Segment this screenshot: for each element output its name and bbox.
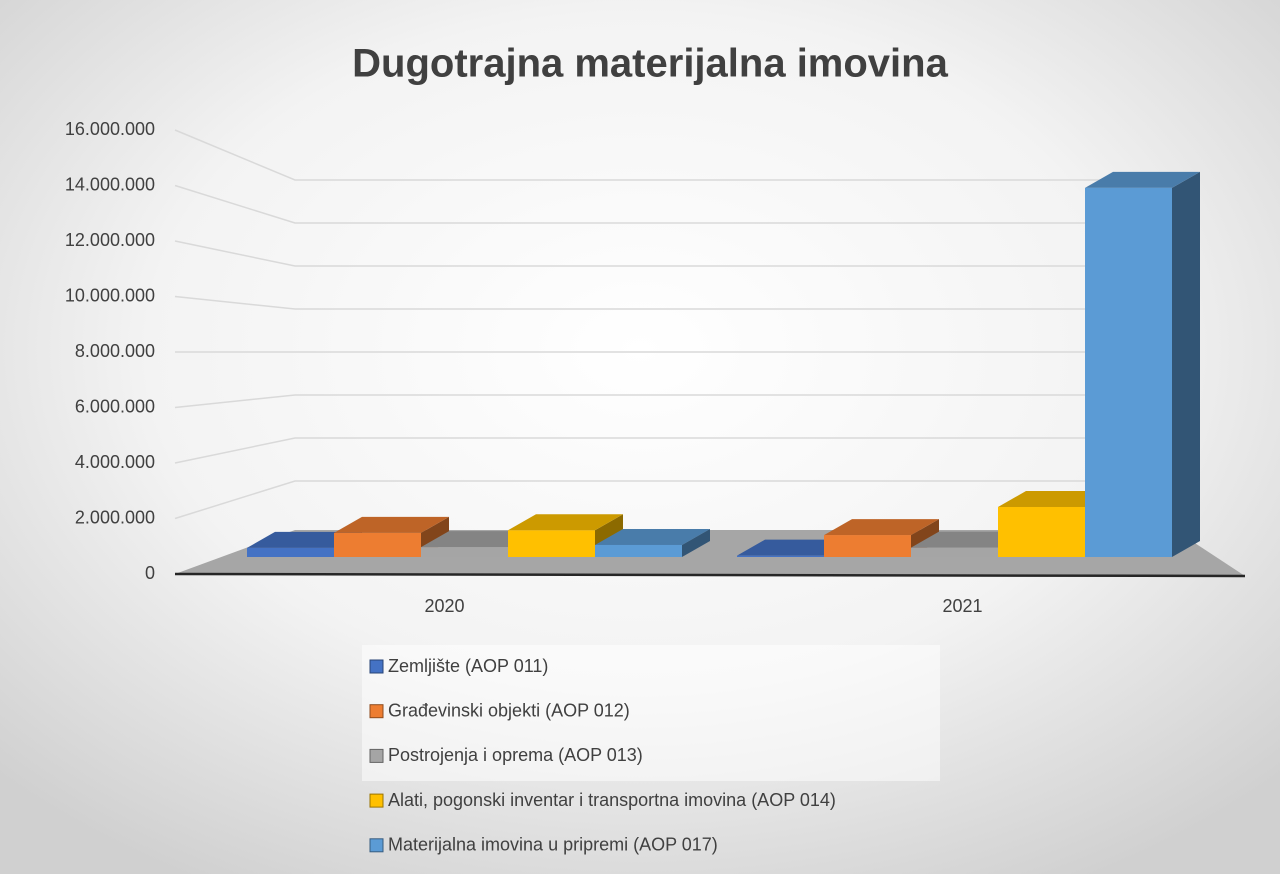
y-tick-label: 2.000.000	[75, 507, 155, 527]
y-tick-label: 10.000.000	[65, 285, 155, 305]
bar-front	[1085, 187, 1172, 557]
legend-swatch	[369, 659, 384, 674]
grid-line	[174, 295, 1125, 310]
bar	[1085, 171, 1200, 557]
bar-top	[247, 531, 362, 548]
legend-swatch	[369, 838, 384, 853]
bar-front	[737, 555, 824, 557]
bar	[508, 514, 623, 557]
bar-top	[998, 490, 1113, 507]
grid-line	[174, 394, 1125, 409]
bar	[595, 528, 710, 557]
legend-swatch	[369, 704, 384, 719]
bar-front	[247, 547, 334, 557]
legend-label: Postrojenja i oprema (AOP 013)	[388, 745, 643, 765]
grid-line	[174, 480, 1125, 520]
bar-top	[1085, 171, 1200, 188]
x-axis	[174, 572, 1246, 578]
y-tick-label: 0	[145, 563, 155, 583]
x-tick-label: 2020	[424, 596, 464, 616]
legend-label: Materijalna imovina u pripremi (AOP 017)	[388, 835, 718, 855]
legend-label: Građevinski objekti (AOP 012)	[388, 700, 630, 720]
y-tick-label: 16.000.000	[65, 119, 155, 139]
bar-top	[421, 531, 536, 548]
y-tick-label: 8.000.000	[75, 341, 155, 361]
y-tick-label: 6.000.000	[75, 396, 155, 416]
grid-line	[174, 437, 1125, 464]
bar-top	[334, 516, 449, 533]
legend-swatch	[369, 748, 384, 763]
bar-front	[595, 544, 682, 557]
bar-front	[824, 535, 911, 557]
bar-side	[1172, 171, 1200, 557]
bar-front	[334, 532, 421, 557]
y-tick-label: 4.000.000	[75, 452, 155, 472]
legend-label: Alati, pogonski inventar i transportna i…	[388, 790, 836, 810]
bar-top	[595, 528, 710, 545]
grid-line	[174, 240, 1125, 267]
bar	[334, 516, 449, 557]
chart-title: Dugotrajna materijalna imovina	[352, 42, 948, 86]
bar-top	[824, 519, 939, 536]
bar-front	[998, 506, 1085, 557]
x-tick-label: 2021	[942, 596, 982, 616]
bar-front	[421, 547, 508, 557]
legend-label: Zemljište (AOP 011)	[388, 656, 548, 676]
bar-side	[682, 528, 710, 557]
y-tick-label: 12.000.000	[65, 230, 155, 250]
bar-front	[508, 530, 595, 557]
bar-top	[508, 514, 623, 531]
bar-top	[737, 539, 852, 556]
y-tick-label: 14.000.000	[65, 174, 155, 194]
legend-swatch	[369, 793, 384, 808]
grid-line	[174, 129, 1125, 181]
bar-top	[911, 531, 1026, 548]
legend-box	[362, 645, 940, 781]
grid-line	[174, 184, 1125, 224]
bar-front	[911, 547, 998, 557]
